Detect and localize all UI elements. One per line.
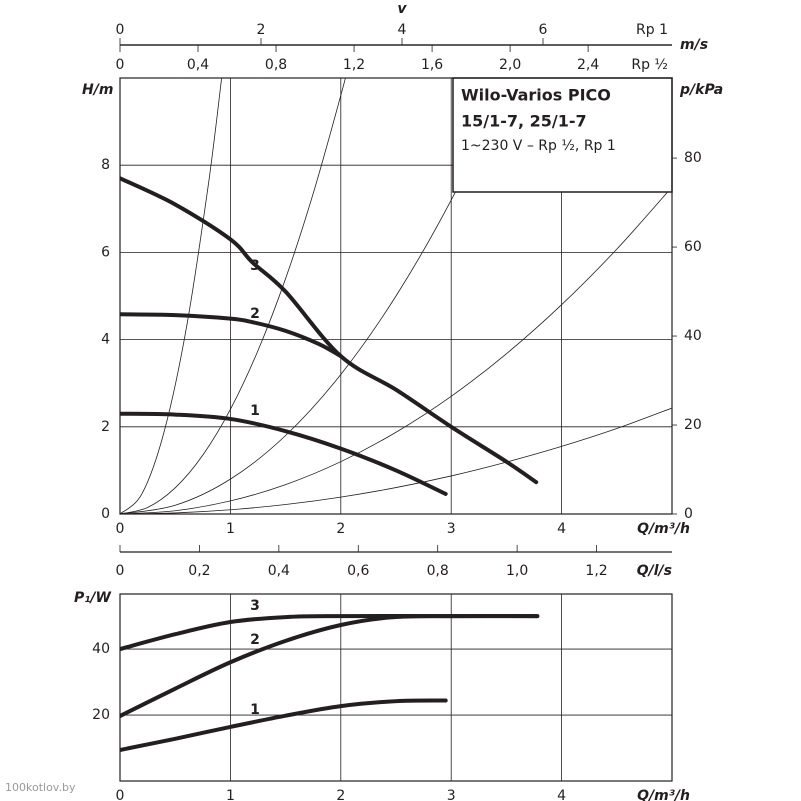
- plot-frame: [119, 77, 673, 515]
- y2-tick-label: 0: [684, 506, 693, 522]
- system-curve: [120, 407, 672, 514]
- plot-frame: [119, 593, 673, 782]
- top-tick-label: 0,8: [265, 57, 287, 73]
- top-tick-label: 4: [398, 22, 407, 38]
- pump-curve: [120, 614, 540, 652]
- top-tick-label: 0,6: [347, 563, 369, 579]
- y-tick-label: 2: [101, 419, 110, 435]
- x-tick-label: 3: [447, 521, 456, 537]
- top-tick-label: 2,4: [577, 57, 599, 73]
- y2-tick-label: 60: [684, 239, 702, 255]
- curve-label: 3: [250, 598, 260, 614]
- x-tick-label: 0: [116, 788, 125, 801]
- top-tick-label: 2,0: [499, 57, 521, 73]
- x-tick-label: 1: [226, 788, 235, 801]
- chart-note: 1~230 V – Rp ½, Rp 1: [461, 138, 616, 154]
- curve-label: 3: [250, 258, 260, 274]
- pump-curve: [120, 312, 343, 359]
- top-tick-label: 0,4: [187, 57, 209, 73]
- top-tick-label: 0,8: [427, 563, 449, 579]
- top-tick-label: 0: [116, 563, 125, 579]
- chart-title: Wilo-Varios PICO: [461, 86, 611, 105]
- y-tick-label: 0: [101, 506, 110, 522]
- top-tick-label: 2: [257, 22, 266, 38]
- top-tick-label: 6: [539, 22, 548, 38]
- y2-tick-label: 80: [684, 150, 702, 166]
- y-tick-label: 4: [101, 332, 110, 348]
- x-tick-label: 2: [336, 521, 345, 537]
- top-tick-label: 0,4: [268, 563, 290, 579]
- top-tick-label: 1,6: [421, 57, 443, 73]
- y2-tick-label: 20: [684, 417, 702, 433]
- system-curve: [120, 186, 672, 514]
- watermark: 100kotlov.by: [5, 781, 76, 794]
- x-axis-label: Q/m³/h: [637, 788, 690, 801]
- y-tick-label: 8: [101, 157, 110, 173]
- x-tick-label: 1: [226, 521, 235, 537]
- curve-label: 1: [250, 403, 260, 419]
- y-axis-label: P₁/W: [74, 590, 112, 606]
- top-tick-label: 0: [116, 22, 125, 38]
- top-axis-title: v: [397, 1, 407, 17]
- pump-curve: [120, 613, 540, 719]
- y-tick-label: 20: [92, 707, 110, 723]
- top-tick-label: 1,2: [343, 57, 365, 73]
- system-curve: [120, 78, 223, 514]
- y2-axis-label: p/kPa: [679, 82, 723, 98]
- curve-label: 2: [250, 632, 260, 648]
- top-axis-unit: m/s: [680, 37, 708, 53]
- x-tick-label: 4: [557, 788, 566, 801]
- chart-subtitle: 15/1-7, 25/1-7: [461, 112, 587, 131]
- top-tick-label: 0,2: [188, 563, 210, 579]
- top-axis-label: Rp 1: [636, 22, 668, 38]
- system-curve: [120, 78, 346, 514]
- curve-label: 1: [250, 702, 260, 718]
- x-axis-label: Q/m³/h: [637, 521, 690, 537]
- top-tick-label: 1,0: [506, 563, 528, 579]
- curve-label: 2: [250, 306, 260, 322]
- y-axis-label: H/m: [82, 82, 113, 98]
- top-axis-label: Q/l/s: [637, 563, 672, 579]
- pump-curve: [120, 698, 448, 752]
- top-tick-label: 0: [116, 57, 125, 73]
- y-tick-label: 40: [92, 641, 110, 657]
- pump-curve: [120, 176, 539, 485]
- x-tick-label: 0: [116, 521, 125, 537]
- pump-curve: [120, 411, 448, 496]
- y-tick-label: 6: [101, 244, 110, 260]
- x-tick-label: 4: [557, 521, 566, 537]
- y2-tick-label: 40: [684, 328, 702, 344]
- top-axis-label: Rp ½: [631, 57, 668, 73]
- title-box: [452, 77, 673, 193]
- x-tick-label: 2: [336, 788, 345, 801]
- x-tick-label: 3: [447, 788, 456, 801]
- top-tick-label: 1,2: [585, 563, 607, 579]
